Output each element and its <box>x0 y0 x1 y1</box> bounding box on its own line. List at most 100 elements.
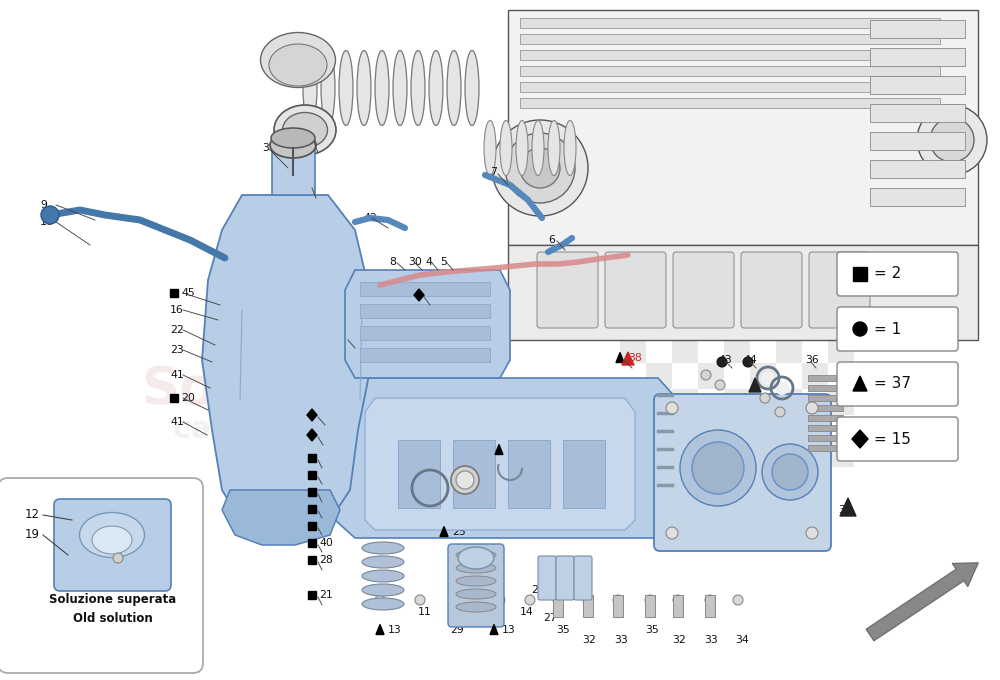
Text: 33: 33 <box>704 635 718 645</box>
Circle shape <box>705 595 715 605</box>
Ellipse shape <box>362 570 404 582</box>
Bar <box>776 285 802 311</box>
Bar <box>698 467 724 493</box>
Polygon shape <box>345 270 510 378</box>
Bar <box>802 311 828 337</box>
Text: 17: 17 <box>319 487 333 497</box>
Circle shape <box>41 206 59 224</box>
Text: 16: 16 <box>303 129 317 139</box>
Circle shape <box>806 527 818 539</box>
Ellipse shape <box>411 50 425 126</box>
Ellipse shape <box>456 602 496 612</box>
Circle shape <box>772 454 808 490</box>
Bar <box>520 50 940 60</box>
Text: 20: 20 <box>181 393 195 403</box>
Text: 29: 29 <box>450 625 464 635</box>
Text: 32: 32 <box>582 635 596 645</box>
Bar <box>170 288 178 296</box>
Text: 21: 21 <box>319 590 333 600</box>
Bar <box>776 389 802 415</box>
Bar <box>698 311 724 337</box>
Text: 10: 10 <box>40 217 54 227</box>
Circle shape <box>666 527 678 539</box>
Ellipse shape <box>274 105 336 155</box>
Bar <box>776 337 802 363</box>
Ellipse shape <box>393 50 407 126</box>
Polygon shape <box>272 148 315 195</box>
Circle shape <box>762 444 818 500</box>
Circle shape <box>520 148 560 188</box>
Bar <box>620 285 646 311</box>
Text: 16: 16 <box>340 333 354 343</box>
Polygon shape <box>376 624 384 634</box>
Bar <box>828 285 854 311</box>
Text: 35: 35 <box>838 505 852 515</box>
Ellipse shape <box>260 33 336 88</box>
Text: 40: 40 <box>319 538 333 548</box>
Bar <box>802 467 828 493</box>
Text: 3: 3 <box>262 143 269 153</box>
Bar <box>613 595 623 617</box>
Ellipse shape <box>429 50 443 126</box>
Bar <box>870 132 965 150</box>
Ellipse shape <box>80 513 144 558</box>
Text: 6: 6 <box>548 235 555 245</box>
Bar <box>808 375 843 381</box>
Text: = 15: = 15 <box>874 432 911 447</box>
Bar <box>750 415 776 441</box>
Polygon shape <box>335 378 678 538</box>
Text: 13: 13 <box>502 625 516 635</box>
Text: 5: 5 <box>440 257 447 267</box>
Bar <box>520 18 940 28</box>
Bar <box>646 415 672 441</box>
Ellipse shape <box>303 50 317 126</box>
Bar <box>776 441 802 467</box>
Circle shape <box>717 357 727 367</box>
Polygon shape <box>307 429 317 441</box>
Bar <box>724 285 750 311</box>
Bar <box>453 440 495 508</box>
Circle shape <box>853 322 867 336</box>
Bar <box>808 405 843 411</box>
Ellipse shape <box>271 128 315 148</box>
Text: 25: 25 <box>452 527 466 537</box>
Polygon shape <box>508 10 978 245</box>
Bar <box>828 441 854 467</box>
Bar <box>308 590 316 598</box>
Bar <box>308 471 316 479</box>
Bar <box>828 389 854 415</box>
Bar <box>870 160 965 178</box>
Text: 25: 25 <box>507 445 521 455</box>
Polygon shape <box>440 526 448 537</box>
Text: Solutions: Solutions <box>141 364 419 416</box>
Text: 23: 23 <box>170 345 184 355</box>
Polygon shape <box>202 195 370 535</box>
Text: 22: 22 <box>170 325 184 335</box>
Polygon shape <box>365 398 635 530</box>
Circle shape <box>375 595 385 605</box>
FancyBboxPatch shape <box>537 252 598 328</box>
Bar <box>170 394 178 401</box>
Ellipse shape <box>465 50 479 126</box>
Bar <box>870 76 965 94</box>
Text: 38: 38 <box>628 353 642 363</box>
Polygon shape <box>414 289 424 301</box>
Bar <box>563 440 605 508</box>
Circle shape <box>743 357 753 367</box>
FancyBboxPatch shape <box>448 544 504 627</box>
Text: 8: 8 <box>389 257 396 267</box>
Circle shape <box>673 595 683 605</box>
Bar <box>672 389 698 415</box>
Polygon shape <box>616 352 624 362</box>
Text: 31: 31 <box>303 181 317 191</box>
Text: 7: 7 <box>490 167 497 177</box>
Text: 34: 34 <box>735 635 749 645</box>
Circle shape <box>645 595 655 605</box>
Text: 26: 26 <box>520 473 534 483</box>
Circle shape <box>495 595 505 605</box>
Bar <box>308 556 316 564</box>
Circle shape <box>715 380 725 390</box>
FancyBboxPatch shape <box>574 556 592 600</box>
FancyBboxPatch shape <box>741 252 802 328</box>
Circle shape <box>806 402 818 414</box>
